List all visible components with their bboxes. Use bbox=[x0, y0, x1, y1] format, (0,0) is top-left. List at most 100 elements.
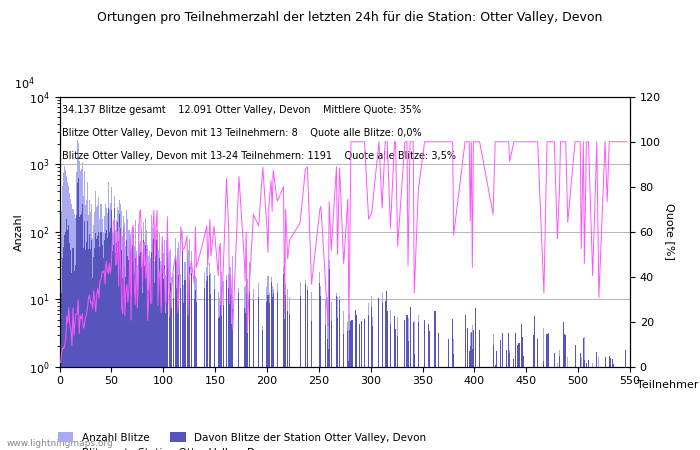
Bar bbox=[73, 248, 74, 450]
Bar bbox=[88, 215, 89, 450]
Bar bbox=[586, 363, 587, 450]
Bar bbox=[183, 303, 185, 450]
Bar bbox=[214, 275, 215, 450]
Text: Blitze Otter Valley, Devon mit 13 Teilnehmern: 8    Quote alle Blitze: 0,0%: Blitze Otter Valley, Devon mit 13 Teilne… bbox=[62, 128, 422, 138]
Bar bbox=[230, 294, 231, 450]
Bar bbox=[61, 212, 62, 450]
Bar bbox=[382, 303, 383, 450]
Bar bbox=[115, 230, 116, 450]
Bar bbox=[618, 367, 619, 450]
Bar bbox=[159, 233, 160, 450]
Bar bbox=[226, 275, 227, 450]
Bar bbox=[329, 270, 330, 450]
Bar bbox=[418, 322, 419, 450]
Bar bbox=[533, 335, 534, 450]
Bar bbox=[177, 248, 178, 450]
Bar bbox=[475, 308, 476, 450]
Bar bbox=[596, 352, 597, 450]
Bar bbox=[66, 176, 67, 450]
Bar bbox=[102, 258, 104, 450]
Bar bbox=[467, 328, 468, 450]
Bar bbox=[123, 230, 125, 450]
Bar bbox=[63, 247, 64, 450]
Bar bbox=[194, 270, 195, 450]
Bar bbox=[64, 235, 65, 450]
Bar bbox=[471, 332, 472, 450]
Bar bbox=[428, 324, 429, 450]
Bar bbox=[246, 333, 248, 450]
Bar bbox=[157, 240, 158, 450]
Bar bbox=[394, 316, 395, 450]
Bar bbox=[467, 328, 468, 450]
Bar bbox=[339, 300, 340, 450]
Bar bbox=[385, 301, 386, 450]
Bar bbox=[356, 315, 357, 450]
Bar bbox=[311, 292, 312, 450]
Bar bbox=[453, 354, 454, 450]
Bar bbox=[130, 234, 131, 450]
Bar bbox=[91, 204, 92, 450]
Bar bbox=[150, 295, 151, 450]
Bar bbox=[372, 317, 373, 450]
Bar bbox=[64, 166, 65, 450]
Bar bbox=[397, 317, 398, 450]
Bar bbox=[74, 218, 76, 450]
Bar bbox=[607, 367, 608, 450]
Bar bbox=[218, 298, 220, 450]
Bar bbox=[564, 334, 565, 450]
Bar bbox=[94, 212, 95, 450]
Bar bbox=[206, 267, 207, 450]
Bar bbox=[537, 339, 538, 450]
Bar bbox=[473, 330, 474, 450]
Bar bbox=[592, 363, 593, 450]
Bar bbox=[87, 182, 88, 450]
Bar bbox=[560, 367, 561, 450]
Bar bbox=[110, 228, 111, 450]
Bar bbox=[112, 234, 113, 450]
Bar bbox=[356, 315, 357, 450]
Bar bbox=[84, 171, 85, 450]
Bar bbox=[598, 367, 599, 450]
Bar bbox=[253, 288, 254, 450]
Bar bbox=[534, 316, 535, 450]
Bar bbox=[387, 311, 388, 450]
Bar bbox=[560, 367, 561, 450]
Bar bbox=[153, 229, 155, 450]
Bar bbox=[609, 356, 610, 450]
Bar bbox=[472, 349, 473, 450]
Bar bbox=[557, 363, 558, 450]
Bar bbox=[448, 339, 449, 450]
Bar bbox=[145, 218, 146, 450]
Bar bbox=[287, 289, 288, 450]
Bar bbox=[611, 367, 612, 450]
Bar bbox=[83, 248, 84, 450]
Bar bbox=[143, 222, 144, 450]
Bar bbox=[407, 318, 409, 450]
Bar bbox=[559, 356, 560, 450]
Bar bbox=[167, 216, 168, 450]
Text: Teilnehmer: Teilnehmer bbox=[637, 380, 699, 390]
Bar bbox=[564, 334, 565, 450]
Bar bbox=[166, 276, 167, 450]
Bar bbox=[605, 357, 606, 450]
Bar bbox=[387, 311, 388, 450]
Bar bbox=[80, 215, 82, 450]
Bar bbox=[134, 220, 136, 450]
Text: Blitze Otter Valley, Devon mit 13-24 Teilnehmern: 1191    Quote alle Blitze: 3,5: Blitze Otter Valley, Devon mit 13-24 Tei… bbox=[62, 151, 456, 161]
Bar bbox=[359, 324, 360, 450]
Bar bbox=[61, 293, 62, 450]
Bar bbox=[448, 339, 449, 450]
Bar bbox=[82, 162, 83, 450]
Bar bbox=[110, 202, 111, 450]
Bar bbox=[452, 319, 453, 450]
Bar bbox=[142, 293, 143, 450]
Bar bbox=[121, 250, 122, 450]
Bar bbox=[183, 284, 185, 450]
Bar bbox=[328, 349, 329, 450]
Bar bbox=[424, 320, 425, 450]
Bar bbox=[343, 333, 344, 450]
Bar bbox=[479, 329, 480, 450]
Bar bbox=[187, 258, 188, 450]
Bar bbox=[584, 338, 585, 450]
Bar bbox=[116, 243, 117, 450]
